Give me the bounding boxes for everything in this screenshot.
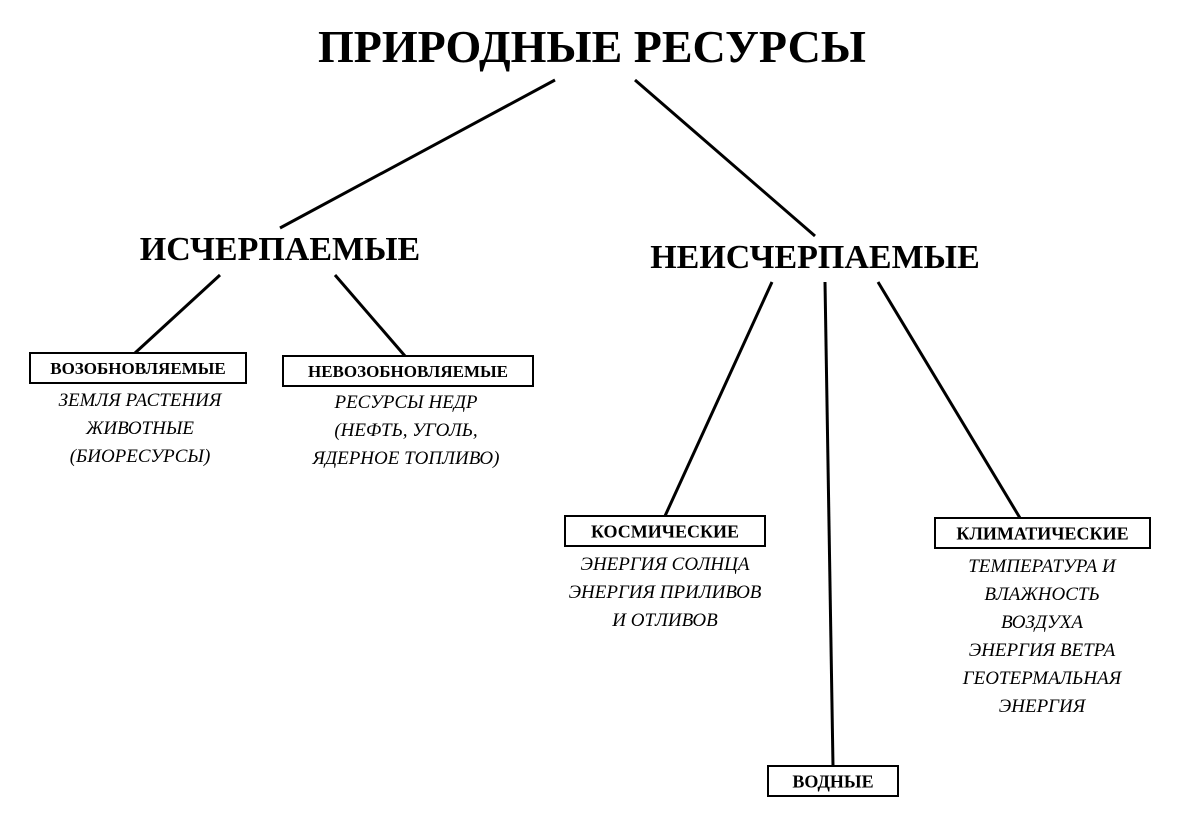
leaf-desc-renew-line: ЖИВОТНЫЕ: [85, 418, 194, 439]
leaf-desc-climatic-line: ВЛАЖНОСТЬ: [984, 584, 1099, 605]
leaf-desc-nonrenew-line: (НЕФТЬ, УГОЛЬ,: [334, 420, 477, 441]
leaf-desc-nonrenew-line: ЯДЕРНОЕ ТОПЛИВО): [312, 448, 500, 469]
leaf-desc-renew-line: (БИОРЕСУРСЫ): [70, 446, 211, 467]
leaf-desc-cosmic-line: И ОТЛИВОВ: [611, 610, 718, 631]
branch-title-exh: ИСЧЕРПАЕМЫЕ: [140, 231, 420, 268]
root-title: ПРИРОДНЫЕ РЕСУРСЫ: [318, 21, 866, 72]
leaf-cosmic: КОСМИЧЕСКИЕ ЭНЕРГИЯ СОЛНЦА ЭНЕРГИЯ ПРИЛИВО…: [565, 516, 765, 631]
tree-edge: [665, 282, 772, 516]
nodes-layer: ПРИРОДНЫЕ РЕСУРСЫ ИСЧЕРПАЕМЫЕ НЕИСЧЕРПАЕМЫ…: [30, 21, 1150, 796]
tree-edge: [280, 80, 555, 228]
leaf-nonrenew: НЕВОЗОБНОВЛЯЕМЫЕ РЕСУРСЫ НЕДР (НЕФТЬ, УГОЛ…: [283, 356, 533, 469]
leaf-desc-nonrenew-line: РЕСУРСЫ НЕДР: [333, 392, 477, 413]
leaf-desc-renew-line: ЗЕМЛЯ РАСТЕНИЯ: [59, 390, 223, 411]
leaf-label-renew: ВОЗОБНОВЛЯЕМЫЕ: [50, 359, 226, 378]
leaf-label-cosmic: КОСМИЧЕСКИЕ: [591, 521, 739, 541]
leaf-climatic: КЛИМАТИЧЕСКИЕ ТЕМПЕРАТУРА И ВЛАЖНОСТЬ ВОЗДУ…: [935, 518, 1150, 717]
leaf-water: ВОДНЫЕ: [768, 766, 898, 796]
leaf-desc-climatic-line: ГЕОТЕРМАЛЬНАЯ: [962, 668, 1123, 689]
leaf-renew: ВОЗОБНОВЛЯЕМЫЕ ЗЕМЛЯ РАСТЕНИЯ ЖИВОТНЫЕ (БИО…: [30, 353, 246, 467]
tree-edge: [825, 282, 833, 766]
leaf-desc-climatic-line: ТЕМПЕРАТУРА И: [968, 556, 1117, 577]
tree-edge: [878, 282, 1020, 518]
leaf-label-water: ВОДНЫЕ: [792, 771, 873, 791]
leaf-label-nonrenew: НЕВОЗОБНОВЛЯЕМЫЕ: [308, 362, 508, 381]
leaf-label-climatic: КЛИМАТИЧЕСКИЕ: [956, 523, 1128, 543]
leaf-desc-cosmic-line: ЭНЕРГИЯ СОЛНЦА: [581, 554, 750, 575]
diagram-canvas: ПРИРОДНЫЕ РЕСУРСЫ ИСЧЕРПАЕМЫЕ НЕИСЧЕРПАЕМЫ…: [0, 0, 1184, 828]
tree-edge: [335, 275, 405, 356]
tree-edge: [135, 275, 220, 353]
leaf-desc-cosmic-line: ЭНЕРГИЯ ПРИЛИВОВ: [569, 582, 762, 603]
leaf-desc-climatic-line: ЭНЕРГИЯ: [999, 696, 1087, 717]
leaf-desc-climatic-line: ЭНЕРГИЯ ВЕТРА: [969, 640, 1116, 661]
edges-layer: [135, 80, 1020, 766]
leaf-desc-climatic-line: ВОЗДУХА: [1001, 612, 1083, 633]
branch-title-inexh: НЕИСЧЕРПАЕМЫЕ: [650, 239, 980, 276]
tree-edge: [635, 80, 815, 236]
